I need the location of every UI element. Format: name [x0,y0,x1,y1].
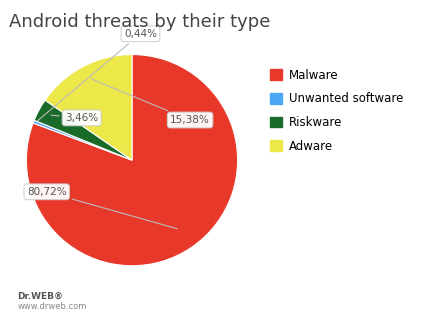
Legend: Malware, Unwanted software, Riskware, Adware: Malware, Unwanted software, Riskware, Ad… [270,69,403,153]
Text: Android threats by their type: Android threats by their type [9,13,270,30]
Wedge shape [34,100,132,160]
Text: 80,72%: 80,72% [27,187,177,229]
Wedge shape [26,55,238,266]
Text: 0,44%: 0,44% [38,29,157,121]
Text: www.drweb.com: www.drweb.com [18,302,87,311]
Wedge shape [33,120,132,160]
Text: 15,38%: 15,38% [92,79,210,125]
Text: 3,46%: 3,46% [51,113,98,123]
Text: Dr.WEB®: Dr.WEB® [18,292,64,301]
Wedge shape [45,55,132,160]
